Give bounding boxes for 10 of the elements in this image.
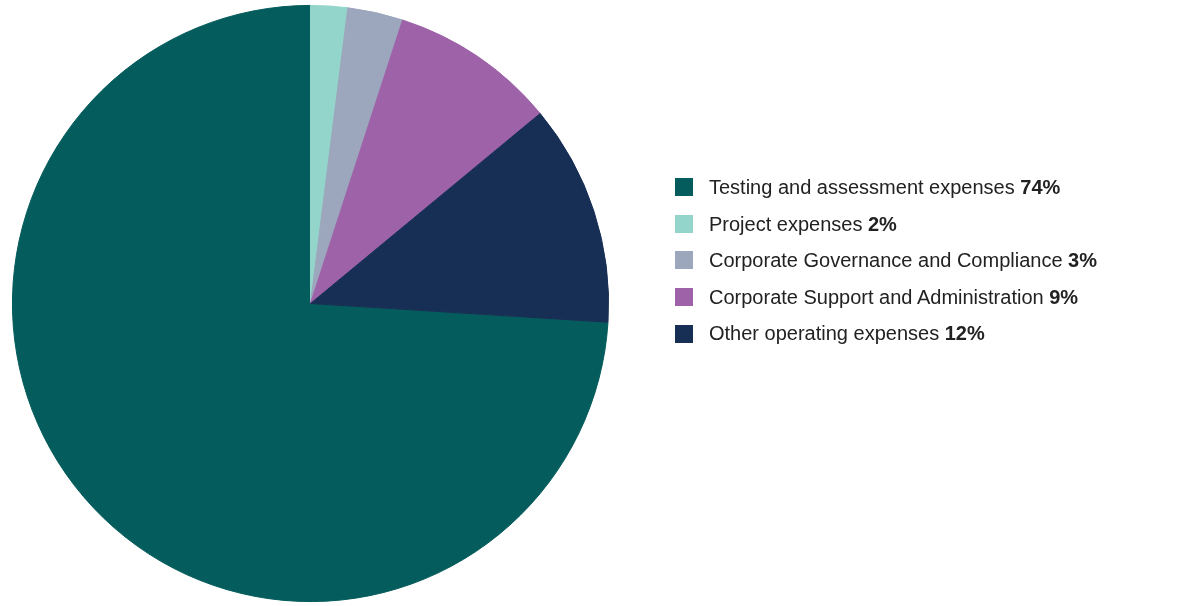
- legend-label: Corporate Governance and Compliance: [709, 249, 1063, 272]
- data-label: 2%: [867, 212, 897, 235]
- data-label: 3%: [1068, 249, 1097, 272]
- data-label: 74%: [1020, 176, 1061, 198]
- legend-label: Project expenses: [709, 212, 863, 235]
- data-label: 9%: [1049, 285, 1079, 308]
- legend-label: Corporate Support and Administration: [709, 285, 1044, 308]
- legend-label: Testing and assessment expenses: [709, 176, 1015, 198]
- legend-label: Other operating expenses: [709, 322, 940, 345]
- data-label: 12%: [944, 322, 985, 345]
